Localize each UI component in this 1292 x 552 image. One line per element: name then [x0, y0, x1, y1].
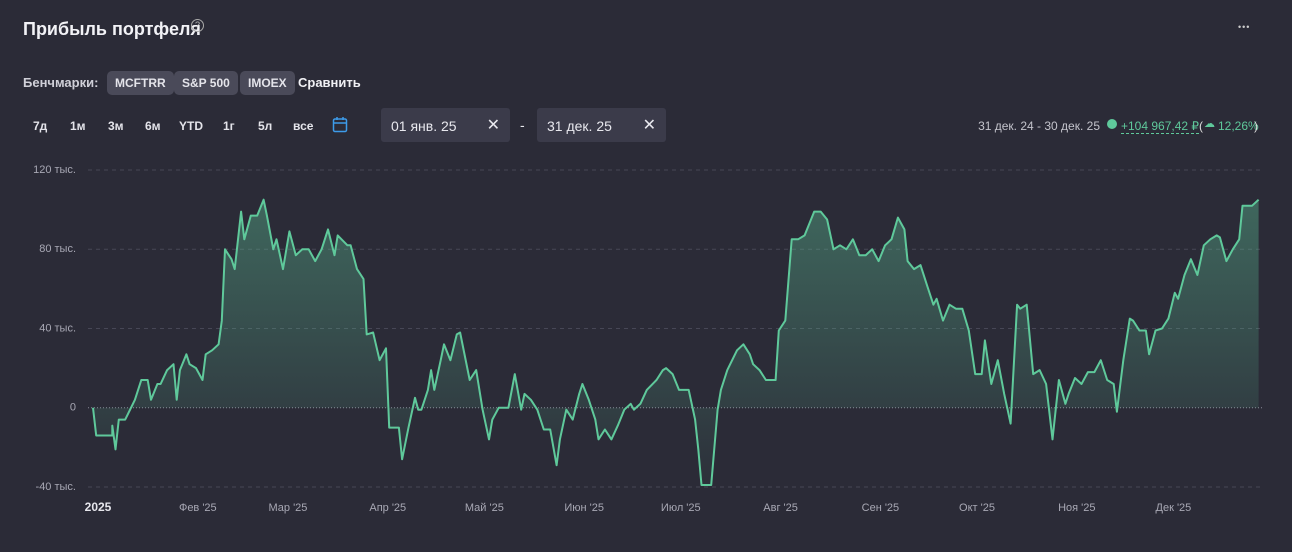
x-tick-label: Авг '25: [763, 502, 798, 514]
chip[interactable]: MCFTRR: [107, 71, 174, 95]
date-to[interactable]: 31 дек. 25 ✕: [537, 108, 666, 142]
y-tick-label: -40 тыс.: [36, 481, 76, 493]
date-from[interactable]: 01 янв. 25 ✕: [381, 108, 510, 142]
x-tick-label: Апр '25: [369, 502, 406, 514]
date-from-text: 01 янв. 25: [391, 118, 457, 134]
menu[interactable]: •••: [1238, 22, 1251, 32]
x-tick-label: 2025: [85, 500, 112, 514]
summary-profit: +104 967,42 ₽: [1121, 119, 1200, 134]
y-tick-label: 0: [70, 402, 76, 414]
x-tick-label: Мар '25: [269, 502, 308, 514]
compare[interactable]: Сравнить: [298, 75, 361, 90]
period[interactable]: 6м: [145, 119, 161, 133]
period[interactable]: 1г: [223, 119, 235, 133]
x-tick-label: Ноя '25: [1058, 502, 1095, 514]
x-tick-label: Май '25: [465, 502, 504, 514]
chip[interactable]: IMOEX: [240, 71, 295, 95]
clear-icon[interactable]: ✕: [486, 117, 500, 134]
date-to-text: 31 дек. 25: [547, 118, 612, 134]
period[interactable]: 1м: [70, 119, 86, 133]
x-tick-label: Фев '25: [179, 502, 217, 514]
help-icon[interactable]: ?: [191, 19, 204, 32]
paren: (: [1199, 119, 1203, 133]
x-tick-label: Июл '25: [661, 502, 701, 514]
y-tick-label: 120 тыс.: [33, 164, 76, 176]
period[interactable]: все: [293, 119, 314, 133]
area-fill: [93, 199, 1259, 485]
period[interactable]: YTD: [179, 119, 203, 133]
title: Прибыль портфеля: [23, 19, 201, 39]
date-separator: -: [520, 117, 525, 133]
summary-range: 31 дек. 24 - 30 дек. 25: [978, 119, 1100, 133]
y-tick-label: 80 тыс.: [39, 243, 76, 255]
x-tick-label: Окт '25: [959, 502, 995, 514]
benchmarks-label: Бенчмарки:: [23, 75, 99, 90]
clear-icon[interactable]: ✕: [642, 117, 656, 134]
summary-percent: 12,26%: [1218, 119, 1259, 133]
chip[interactable]: S&P 500: [174, 71, 238, 95]
calendar-icon[interactable]: [332, 116, 348, 133]
paren: ): [1254, 119, 1258, 133]
legend-dot: [1107, 119, 1117, 129]
chart: -40 тыс. 0 40 тыс. 80 тыс. 120 тыс. 2025 Фев '…: [33, 164, 1262, 514]
x-tick-label: Июн '25: [564, 502, 604, 514]
period[interactable]: 5л: [258, 119, 273, 133]
up-icon: ☁: [1204, 118, 1215, 130]
period[interactable]: 7д: [33, 119, 48, 133]
x-tick-label: Дек '25: [1156, 502, 1192, 514]
y-tick-label: 40 тыс.: [39, 322, 76, 334]
x-tick-label: Сен '25: [862, 502, 900, 514]
line: [92, 198, 1260, 486]
period[interactable]: 3м: [108, 119, 124, 133]
